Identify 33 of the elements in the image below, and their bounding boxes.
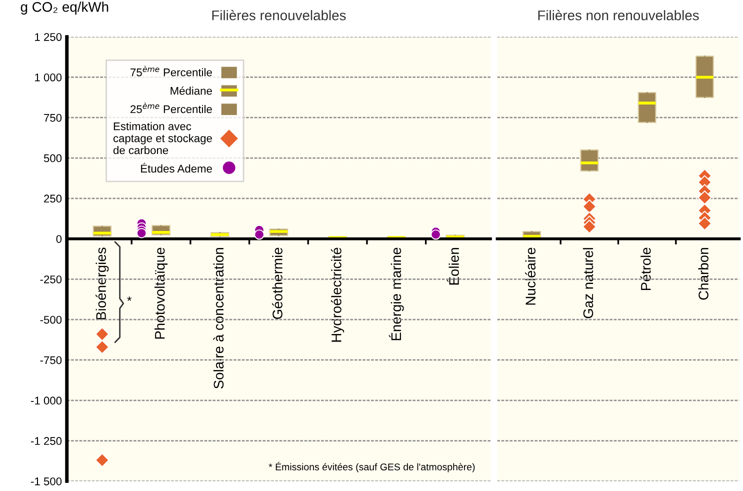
legend-label: Estimation avec captage et stockage de carbone: [113, 122, 212, 154]
chart-title: Filières renouvelables: [212, 10, 346, 20]
y-tick-label: -750: [40, 356, 62, 364]
x-tick-label: Pétrole: [640, 248, 651, 290]
y-axis-title: g CO₂ eq/kWh: [20, 2, 108, 15]
x-tick-label: Hydroélectricité: [330, 248, 344, 342]
y-tick-label: -1 000: [31, 396, 62, 405]
legend-label: Médiane: [170, 86, 212, 95]
x-tick-label: Solaire à concentration: [213, 248, 224, 389]
y-tick-label: -1 250: [31, 437, 62, 445]
legend-label: Études Ademe: [141, 162, 212, 173]
annotation: 25$^{ème}$ Percentile: [130, 102, 212, 114]
annotation: *: [127, 296, 132, 301]
x-tick-label: Géothermie: [272, 248, 282, 319]
y-tick-label: -1 500: [31, 477, 62, 486]
x-tick-label: Nucléaire: [525, 248, 536, 305]
x-tick-label: Bioénergies: [96, 248, 109, 320]
y-tick-label: 250: [44, 194, 62, 203]
x-tick-label: Charbon: [698, 248, 708, 300]
y-tick-label: 0: [56, 235, 62, 243]
y-tick-label: -250: [40, 275, 62, 284]
y-tick-label: 1 250: [35, 33, 62, 41]
x-tick-label: Éolien: [446, 248, 459, 285]
y-tick-label: 500: [44, 154, 62, 162]
y-tick-label: 1 000: [35, 73, 62, 82]
annotation: 75$^{ème}$ Percentile: [130, 66, 212, 76]
x-tick-label: Gaz naturel: [582, 248, 594, 318]
y-tick-label: 750: [44, 114, 62, 122]
chart-title: Filières non renouvelables: [538, 10, 699, 20]
annotation: * Émissions évitées (sauf GES de l'atmosphère): [268, 462, 475, 472]
y-tick-label: -500: [40, 316, 62, 324]
x-tick-label: Photovoltaïque: [154, 248, 168, 339]
x-tick-label: Énergie marine: [388, 248, 404, 340]
